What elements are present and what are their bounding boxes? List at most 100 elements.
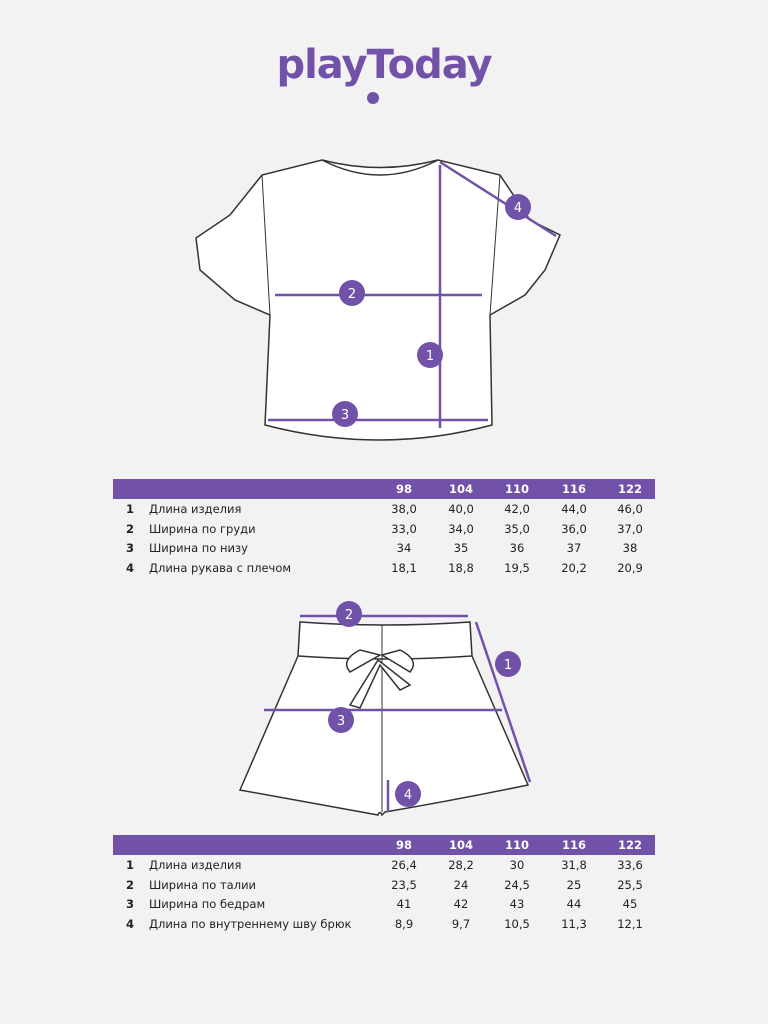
measure-markers bbox=[328, 601, 521, 807]
table-cell: 19,5 bbox=[504, 560, 530, 575]
table-cell: 40,0 bbox=[448, 502, 474, 516]
table-cell: 44 bbox=[566, 897, 582, 911]
marker-2 bbox=[336, 601, 362, 627]
size-column-header: 110 bbox=[504, 482, 529, 496]
row-label: Ширина по груди bbox=[149, 521, 256, 536]
row-label: Длина изделия bbox=[149, 502, 242, 516]
table-row: 3 Ширина по низу 34 35 36 37 38 bbox=[113, 538, 655, 558]
table-cell: 20,9 bbox=[617, 560, 643, 575]
size-column-header: 122 bbox=[617, 838, 642, 852]
table-cell: 25,5 bbox=[617, 877, 643, 892]
size-column-header: 122 bbox=[617, 482, 642, 496]
marker-2 bbox=[339, 280, 365, 306]
shorts-sketch: 1 2 3 4 bbox=[238, 601, 532, 817]
table-cell: 33,0 bbox=[391, 521, 417, 536]
table-cell: 34 bbox=[396, 541, 412, 555]
table-cell: 42,0 bbox=[504, 502, 530, 516]
table-cell: 20,2 bbox=[561, 560, 587, 575]
table-row: 1 Длина изделия 26,4 28,2 30 31,8 33,6 bbox=[113, 855, 655, 875]
row-label: Длина изделия bbox=[149, 858, 242, 872]
logo-text: playToday bbox=[276, 42, 492, 88]
marker-3 bbox=[328, 707, 354, 733]
table-row: 4 Длина рукава с плечом 18,1 18,8 19,5 20,2 20… bbox=[113, 558, 655, 578]
brand-logo: playToday bbox=[0, 42, 768, 88]
size-column-header: 104 bbox=[448, 482, 473, 496]
table-cell: 10,5 bbox=[504, 916, 530, 931]
size-column-header: 98 bbox=[395, 482, 412, 496]
row-label: Длина рукава с плечом bbox=[149, 560, 292, 575]
marker-4 bbox=[395, 781, 421, 807]
table-cell: 28,2 bbox=[448, 858, 474, 872]
row-number: 1 bbox=[126, 502, 135, 516]
table-cell: 41 bbox=[396, 897, 412, 911]
table-cell: 38 bbox=[622, 541, 638, 555]
measure-lines bbox=[264, 614, 532, 812]
table-cell: 26,4 bbox=[391, 858, 417, 872]
row-label: Ширина по низу bbox=[149, 541, 248, 555]
table-cell: 34,0 bbox=[448, 521, 474, 536]
size-header: 98 104 110 116 122 bbox=[113, 835, 655, 855]
marker-1 bbox=[417, 342, 443, 368]
table-cell: 36 bbox=[509, 541, 525, 555]
table-cell: 9,7 bbox=[451, 916, 471, 931]
row-label: Длина по внутреннему шву брюк bbox=[149, 916, 352, 931]
marker-label: 3 bbox=[337, 714, 345, 729]
table-cell: 31,8 bbox=[561, 858, 587, 872]
marker-label: 1 bbox=[504, 658, 512, 673]
marker-label: 2 bbox=[348, 287, 356, 302]
table-cell: 45 bbox=[622, 897, 638, 911]
marker-label: 3 bbox=[341, 408, 349, 423]
table-cell: 25 bbox=[566, 877, 582, 892]
marker-1 bbox=[495, 651, 521, 677]
table-row: 2 Ширина по талии 23,5 24 24,5 25 25,5 bbox=[113, 875, 655, 895]
table-cell: 24 bbox=[453, 877, 469, 892]
bottom-size-table: 98 104 110 116 122 1 Длина изделия 26,4 28,2 30 31… bbox=[113, 835, 655, 933]
measure-lines bbox=[268, 160, 557, 428]
table-cell: 37,0 bbox=[617, 521, 643, 536]
marker-3 bbox=[332, 401, 358, 427]
size-column-header: 116 bbox=[561, 482, 586, 496]
row-label: Ширина по талии bbox=[149, 877, 257, 892]
marker-4 bbox=[505, 194, 531, 220]
table-cell: 18,8 bbox=[448, 560, 474, 575]
table-row: 1 Длина изделия 38,0 40,0 42,0 44,0 46,0 bbox=[113, 499, 655, 519]
marker-label: 4 bbox=[404, 788, 412, 803]
table-cell: 23,5 bbox=[391, 877, 417, 892]
table-cell: 46,0 bbox=[617, 502, 643, 516]
table-row: 4 Длина по внутреннему шву брюк 8,9 9,7 10,5… bbox=[113, 914, 655, 934]
marker-label: 4 bbox=[514, 201, 522, 216]
row-number: 4 bbox=[126, 916, 135, 931]
table-cell: 37 bbox=[566, 541, 582, 555]
table-cell: 42 bbox=[453, 897, 469, 911]
size-column-header: 98 bbox=[395, 838, 412, 852]
logo-dot bbox=[367, 92, 379, 104]
size-header: 98 104 110 116 122 bbox=[113, 479, 655, 499]
table-cell: 35,0 bbox=[504, 521, 530, 536]
table-cell: 33,6 bbox=[617, 858, 643, 872]
table-cell: 12,1 bbox=[617, 916, 643, 931]
size-column-header: 110 bbox=[504, 838, 529, 852]
measure-markers bbox=[332, 194, 531, 427]
row-number: 3 bbox=[126, 541, 135, 555]
table-cell: 36,0 bbox=[561, 521, 587, 536]
row-number: 4 bbox=[126, 560, 135, 575]
table-cell: 11,3 bbox=[561, 916, 587, 931]
table-cell: 38,0 bbox=[391, 502, 417, 516]
table-row: 3 Ширина по бедрам 41 42 43 44 45 bbox=[113, 894, 655, 914]
row-number: 2 bbox=[126, 877, 135, 892]
top-size-table: 98 104 110 116 122 1 Длина изделия 38,0 40,0 42,0… bbox=[113, 479, 655, 577]
table-cell: 8,9 bbox=[394, 916, 414, 931]
row-number: 2 bbox=[126, 521, 135, 536]
table-cell: 43 bbox=[509, 897, 525, 911]
marker-label: 1 bbox=[426, 349, 434, 364]
tshirt-sketch: 1 2 3 4 bbox=[195, 159, 561, 441]
table-cell: 18,1 bbox=[391, 560, 417, 575]
table-cell: 30 bbox=[509, 858, 525, 872]
marker-label: 2 bbox=[345, 608, 353, 623]
table-cell: 24,5 bbox=[504, 877, 530, 892]
size-column-header: 104 bbox=[448, 838, 473, 852]
table-row: 2 Ширина по груди 33,0 34,0 35,0 36,0 37,0 bbox=[113, 519, 655, 539]
row-label: Ширина по бедрам bbox=[149, 897, 266, 911]
row-number: 3 bbox=[126, 897, 135, 911]
table-cell: 44,0 bbox=[561, 502, 587, 516]
